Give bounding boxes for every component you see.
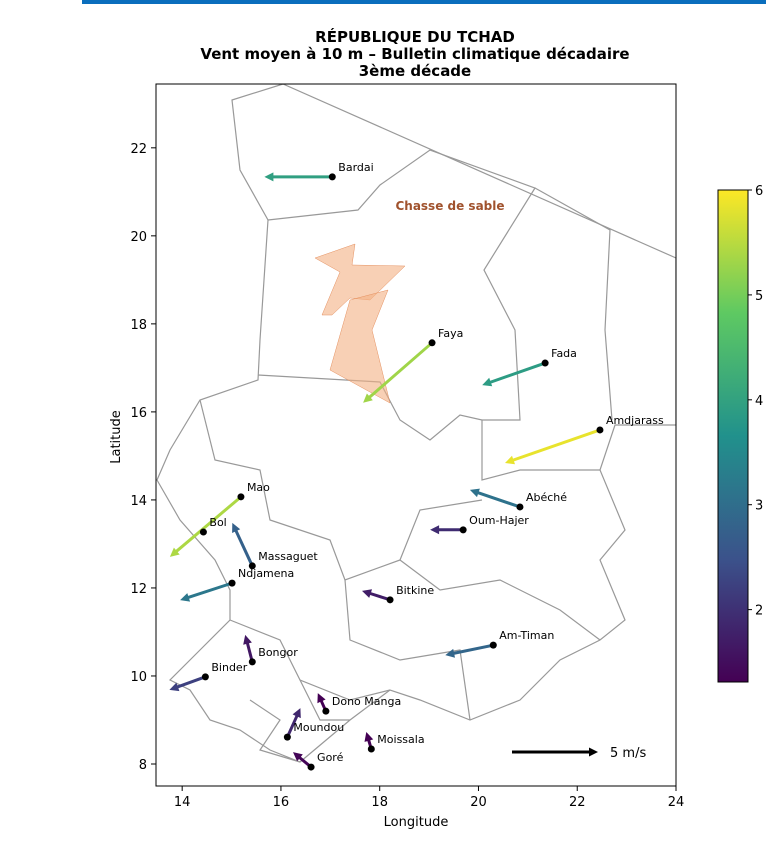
region-border	[344, 579, 471, 721]
top-bar	[82, 0, 766, 4]
station-marker	[322, 707, 330, 715]
station-label: Dono Manga	[332, 695, 401, 708]
key-arrow	[512, 747, 598, 757]
y-tick-label: 12	[130, 582, 147, 597]
region-border	[249, 699, 301, 763]
station-label: Bitkine	[396, 584, 434, 597]
station-marker	[489, 641, 497, 649]
wind-arrow	[293, 752, 312, 769]
station-label: Am-Timan	[499, 629, 554, 642]
y-axis-label: Latitude	[109, 410, 124, 464]
annotation: Chasse de sable	[395, 199, 504, 213]
colorbar-tick-label: 3	[755, 499, 763, 514]
region-border	[534, 187, 613, 421]
region-border	[257, 149, 536, 441]
sand-storm-zone	[329, 289, 391, 404]
station-label: Faya	[438, 327, 463, 340]
wind-arrow	[169, 675, 206, 692]
station-label: Amdjarass	[606, 414, 664, 427]
y-tick-label: 10	[130, 670, 147, 685]
station-label: Binder	[211, 661, 247, 674]
wind-arrow	[286, 708, 301, 738]
station-label: Moissala	[377, 733, 424, 746]
colorbar-tick-label: 4	[755, 394, 763, 409]
station-marker	[307, 763, 315, 771]
key-label: 5 m/s	[610, 746, 646, 761]
station-label: Bardai	[338, 161, 373, 174]
station-label: Bol	[209, 516, 226, 529]
x-tick-label: 18	[371, 795, 388, 810]
station-marker	[367, 745, 375, 753]
station-label: Goré	[317, 751, 344, 764]
x-tick-label: 16	[273, 795, 290, 810]
station-marker	[386, 596, 394, 604]
wind-arrow	[180, 581, 233, 602]
station-label: Mao	[247, 481, 270, 494]
region-border	[299, 679, 350, 721]
wind-arrow	[264, 172, 333, 182]
wind-arrow	[169, 495, 242, 557]
y-tick-label: 16	[130, 406, 147, 421]
region-border	[199, 399, 483, 581]
x-axis-label: Longitude	[384, 815, 449, 830]
station-marker	[541, 359, 549, 367]
station-label: Massaguet	[258, 550, 318, 563]
country-border	[156, 84, 676, 763]
colorbar	[717, 189, 749, 683]
title-line: RÉPUBLIQUE DU TCHAD	[315, 27, 515, 46]
station-marker	[228, 579, 236, 587]
wind-arrow	[362, 589, 391, 602]
wind-arrow	[469, 488, 521, 509]
borders	[156, 84, 676, 763]
wind-arrow	[364, 732, 374, 750]
station-marker	[248, 562, 256, 570]
title-line: 3ème décade	[359, 62, 471, 80]
station-marker	[428, 339, 436, 347]
region-border	[399, 559, 601, 641]
x-tick-label: 14	[174, 795, 191, 810]
station-label: Moundou	[293, 721, 344, 734]
station-marker	[459, 526, 467, 534]
x-tick-label: 22	[569, 795, 586, 810]
station-marker	[237, 493, 245, 501]
station-marker	[283, 733, 291, 741]
wind-arrow	[243, 634, 254, 663]
colorbar-tick-label: 2	[755, 604, 763, 619]
y-tick-label: 18	[130, 318, 147, 333]
y-tick-label: 22	[130, 142, 147, 157]
wind-arrow	[482, 361, 546, 387]
y-tick-label: 8	[139, 758, 147, 773]
colorbar-tick-label: 6	[755, 184, 763, 199]
colorbar-tick-label: 5	[755, 289, 763, 304]
y-tick-label: 20	[130, 230, 147, 245]
station-label: Abéché	[526, 491, 567, 504]
wind-arrow	[232, 522, 254, 567]
station-label: Bongor	[258, 646, 298, 659]
region-border	[481, 420, 600, 481]
station-marker	[516, 503, 524, 511]
title-line: Vent moyen à 10 m – Bulletin climatique …	[200, 45, 629, 63]
station-label: Ndjamena	[238, 567, 294, 580]
wind-arrow	[505, 428, 601, 465]
x-tick-label: 20	[470, 795, 487, 810]
station-marker	[596, 426, 604, 434]
axes-frame	[155, 83, 677, 787]
wind-arrow	[363, 341, 433, 403]
station-marker	[199, 528, 207, 536]
station-marker	[248, 658, 256, 666]
station-marker	[328, 173, 336, 181]
y-tick-label: 14	[130, 494, 147, 509]
wind-arrow	[445, 643, 494, 658]
station-marker	[201, 673, 209, 681]
station-label: Oum-Hajer	[469, 514, 529, 527]
station-label: Fada	[551, 347, 577, 360]
wind-arrow	[430, 525, 464, 535]
x-tick-label: 24	[668, 795, 685, 810]
wind-arrow	[317, 693, 328, 712]
